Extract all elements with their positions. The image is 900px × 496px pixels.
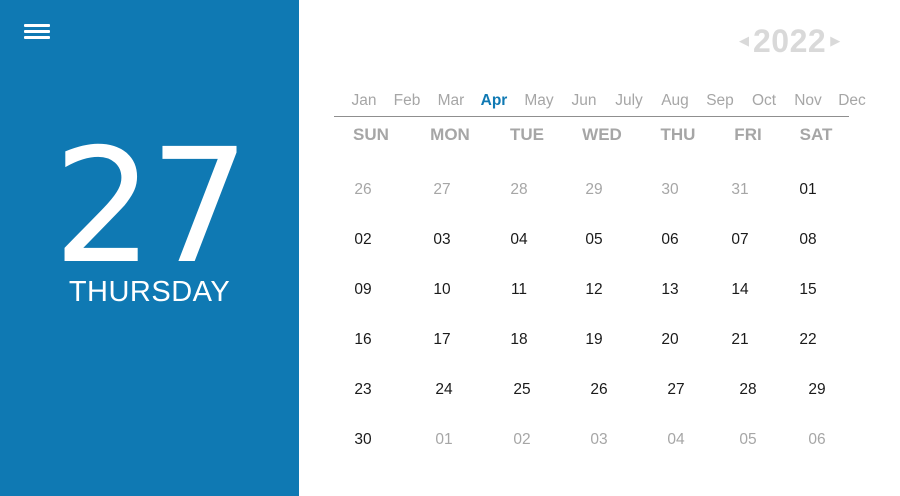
calendar-day[interactable]: 17 — [433, 331, 451, 348]
month-tab-feb[interactable]: Feb — [393, 92, 421, 109]
calendar-day[interactable]: 07 — [731, 231, 749, 248]
calendar-day[interactable]: 27 — [433, 181, 451, 198]
calendar-day[interactable]: 02 — [354, 231, 372, 248]
menu-bar — [24, 30, 50, 33]
calendar-day[interactable]: 11 — [510, 281, 528, 298]
calendar-day[interactable]: 06 — [808, 431, 826, 448]
calendar-day[interactable]: 13 — [661, 281, 679, 298]
weekday-header-tue: TUE — [510, 125, 544, 144]
selected-day-number: 27 — [52, 115, 250, 299]
month-tab-apr[interactable]: Apr — [480, 92, 508, 109]
weekday-header-fri: FRI — [734, 125, 762, 144]
calendar-day[interactable]: 20 — [661, 331, 679, 348]
calendar-day[interactable]: 27 — [667, 381, 685, 398]
calendar-day[interactable]: 24 — [435, 381, 453, 398]
month-bar: Jan Feb Mar Apr May Jun July Aug Sep Oct Nov Dec — [299, 89, 900, 113]
month-tab-jun[interactable]: Jun — [571, 92, 597, 109]
calendar-day[interactable]: 09 — [354, 281, 372, 298]
calendar-day[interactable]: 04 — [510, 231, 528, 248]
weekday-header-thu: THU — [660, 125, 696, 144]
month-tab-aug[interactable]: Aug — [661, 92, 689, 109]
menu-bar — [24, 24, 50, 27]
calendar-day[interactable]: 18 — [510, 331, 528, 348]
calendar-day[interactable]: 30 — [354, 431, 372, 448]
month-divider — [334, 116, 849, 117]
month-tab-dec[interactable]: Dec — [838, 92, 866, 109]
weekday-header-sun: SUN — [353, 125, 389, 144]
month-tab-nov[interactable]: Nov — [794, 92, 822, 109]
calendar-day[interactable]: 21 — [731, 331, 749, 348]
calendar-day[interactable]: 31 — [731, 181, 749, 198]
weekday-header-sat: SAT — [799, 125, 833, 144]
weekday-header-wed: WED — [582, 125, 622, 144]
calendar-day[interactable]: 26 — [590, 381, 608, 398]
month-tab-oct[interactable]: Oct — [751, 92, 777, 109]
calendar-day[interactable]: 15 — [799, 281, 817, 298]
calendar-day[interactable]: 29 — [585, 181, 603, 198]
calendar-day[interactable]: 05 — [585, 231, 603, 248]
month-tab-may[interactable]: May — [524, 92, 554, 109]
calendar-day[interactable]: 10 — [433, 281, 451, 298]
calendar-day[interactable]: 22 — [799, 331, 817, 348]
year-label: 2022 — [753, 23, 827, 59]
calendar-day[interactable]: 01 — [435, 431, 453, 448]
year-selector: ◀ 2022 ▶ — [739, 24, 840, 58]
selected-date-panel: 27 THURSDAY — [0, 0, 299, 496]
calendar-day[interactable]: 16 — [354, 331, 372, 348]
calendar-day[interactable]: 04 — [667, 431, 685, 448]
selected-weekday: THURSDAY — [68, 276, 231, 308]
month-tab-sep[interactable]: Sep — [706, 92, 734, 109]
weekday-header-mon: MON — [430, 125, 470, 144]
next-year-arrow-icon[interactable]: ▶ — [830, 33, 841, 48]
calendar-day[interactable]: 06 — [661, 231, 679, 248]
calendar-day[interactable]: 28 — [739, 381, 757, 398]
menu-bar — [24, 36, 50, 39]
calendar-day[interactable]: 05 — [739, 431, 757, 448]
prev-year-arrow-icon[interactable]: ◀ — [739, 33, 749, 48]
calendar-day[interactable]: 28 — [510, 181, 528, 198]
calendar-day[interactable]: 26 — [354, 181, 372, 198]
month-tab-mar[interactable]: Mar — [437, 92, 465, 109]
calendar-day[interactable]: 23 — [354, 381, 372, 398]
calendar-day[interactable]: 30 — [661, 181, 679, 198]
calendar-day[interactable]: 25 — [513, 381, 531, 398]
calendar-day[interactable]: 03 — [433, 231, 451, 248]
month-tab-july[interactable]: July — [615, 92, 643, 109]
calendar-panel: ◀ 2022 ▶ Jan Feb Mar Apr May Jun July Aug Sep Oct… — [299, 0, 900, 496]
calendar-day[interactable]: 08 — [799, 231, 817, 248]
month-tab-jan[interactable]: Jan — [351, 92, 377, 109]
hamburger-menu-icon[interactable] — [24, 24, 50, 40]
calendar-day[interactable]: 02 — [513, 431, 531, 448]
calendar-day[interactable]: 14 — [731, 281, 749, 298]
calendar-day[interactable]: 03 — [590, 431, 608, 448]
calendar-day[interactable]: 29 — [808, 381, 826, 398]
calendar-day[interactable]: 01 — [799, 181, 817, 198]
calendar-day[interactable]: 19 — [585, 331, 603, 348]
calendar-day[interactable]: 12 — [585, 281, 603, 298]
